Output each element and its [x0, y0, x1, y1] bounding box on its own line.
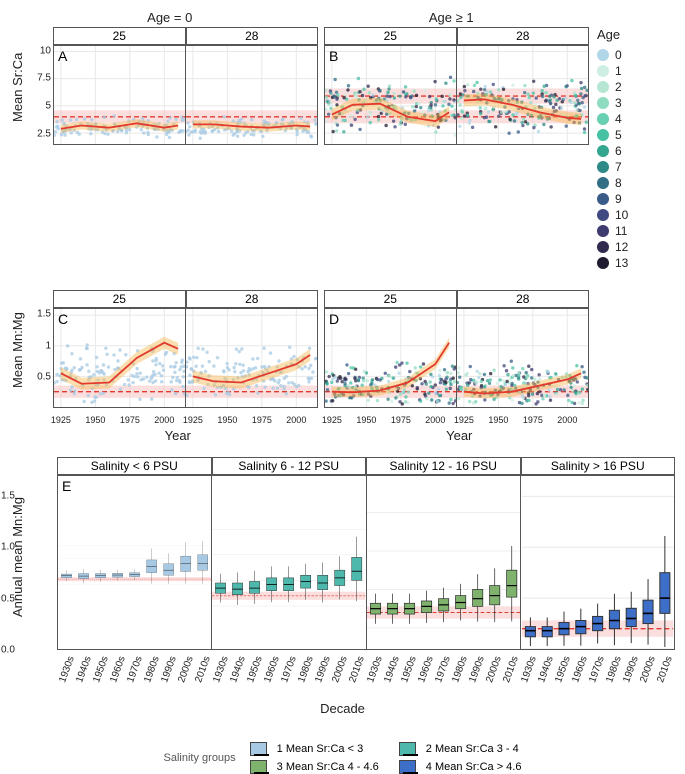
strip-25: 25	[53, 27, 186, 45]
xlab-year-left: Year	[40, 428, 316, 443]
legend-age: Age012345678910111213	[597, 27, 675, 272]
ylab-box: Annual mean Mn:Mg	[10, 457, 25, 657]
panel-C-25: C1925195019752000	[53, 308, 186, 408]
panel-E-3: 1930s1940s1950s1960s1970s1980s1990s2000s…	[521, 475, 675, 650]
panel-E-0: E1930s1940s1950s1960s1970s1980s1990s2000…	[57, 475, 212, 650]
panel-B-28	[457, 45, 589, 145]
panel-C-28: 1925195019752000	[186, 308, 318, 408]
panel-B-25: B	[324, 45, 457, 145]
panel-E-2: 1930s1940s1950s1960s1970s1980s1990s2000s…	[367, 475, 521, 650]
panel-D-25: D1925195019752000	[324, 308, 457, 408]
ylab-mnmg: Mean Mn:Mg	[10, 290, 25, 410]
panel-D-28: 1925195019752000	[457, 308, 589, 408]
ylab-srca: Mean Sr:Ca	[10, 27, 25, 147]
xlab-year-right: Year	[322, 428, 598, 443]
panel-A-28	[186, 45, 318, 145]
strip-age-1: Age ≥ 1	[314, 10, 590, 25]
panel-E-1: 1930s1940s1950s1960s1970s1980s1990s2000s…	[212, 475, 366, 650]
salinity-legend: Salinity groups1 Mean Sr:Ca < 32 Mean Sr…	[10, 742, 675, 774]
strip-28: 28	[186, 27, 319, 45]
xlab-decade: Decade	[10, 701, 675, 716]
panel-A-25: A	[53, 45, 186, 145]
strip-age-0: Age = 0	[32, 10, 308, 25]
